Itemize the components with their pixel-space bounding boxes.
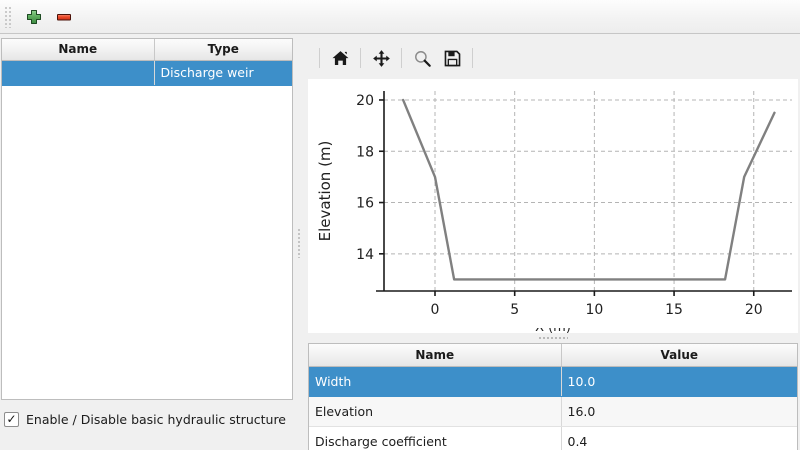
structure-name-cell[interactable]: [2, 60, 155, 86]
remove-structure-button[interactable]: [49, 3, 79, 31]
vertical-splitter[interactable]: [294, 35, 304, 450]
plot-navigation-toolbar: [306, 39, 798, 77]
move-icon: [372, 49, 390, 67]
checkmark-icon: ✓: [6, 412, 17, 426]
plot-ylabel: Elevation (m): [316, 141, 334, 242]
cross-section-chart-svg: 14 16 18 20 0 5 10 15 20 Elevation (m): [316, 91, 792, 318]
plot-pan-button[interactable]: [366, 43, 396, 73]
home-icon: [332, 50, 348, 65]
y-tick-label: 18: [356, 144, 374, 160]
add-structure-button[interactable]: [19, 3, 49, 31]
properties-col-value[interactable]: Value: [561, 344, 797, 367]
structures-table[interactable]: Name Type Discharge weir: [1, 38, 293, 400]
property-value-cell[interactable]: 10.0: [561, 366, 797, 397]
x-tick-label: 0: [431, 302, 440, 318]
toolbar-drag-handle[interactable]: [4, 5, 13, 28]
property-value-cell[interactable]: 0.4: [561, 426, 797, 450]
splitter-grip-icon: [297, 227, 301, 258]
property-name-cell[interactable]: Width: [309, 366, 562, 397]
enable-structure-label: Enable / Disable basic hydraulic structu…: [26, 411, 286, 427]
y-tick-label: 14: [356, 247, 374, 263]
main-toolbar: [0, 0, 800, 34]
zoom-magnifier-icon: [414, 50, 431, 67]
horizontal-splitter[interactable]: [308, 333, 798, 343]
splitter-grip-icon: [538, 336, 568, 340]
structures-panel: Name Type Discharge weir ✓ Enable / Disa…: [0, 35, 294, 450]
property-value-cell[interactable]: 16.0: [561, 396, 797, 427]
x-tick-label: 10: [585, 302, 603, 318]
plot-save-button[interactable]: [437, 43, 467, 73]
property-name-cell[interactable]: Elevation: [309, 396, 562, 427]
cross-section-plot[interactable]: 14 16 18 20 0 5 10 15 20 Elevation (m): [308, 79, 798, 333]
add-plus-icon: [27, 9, 41, 24]
enable-structure-checkbox[interactable]: ✓: [4, 411, 19, 427]
table-row[interactable]: Elevation 16.0: [309, 396, 797, 427]
x-tick-label: 20: [745, 302, 763, 318]
chart-series-line: [401, 98, 776, 281]
properties-col-name[interactable]: Name: [309, 344, 562, 367]
plot-home-button[interactable]: [325, 43, 355, 73]
property-name-cell[interactable]: Discharge coefficient: [309, 426, 562, 450]
plot-zoom-button[interactable]: [407, 43, 437, 73]
table-row[interactable]: Discharge weir: [2, 60, 292, 86]
structures-header-row: Name Type: [2, 39, 292, 61]
table-row[interactable]: Discharge coefficient 0.4: [309, 426, 797, 450]
table-row[interactable]: Width 10.0: [309, 366, 797, 397]
structure-type-cell[interactable]: Discharge weir: [154, 60, 292, 86]
y-tick-label: 16: [356, 196, 374, 212]
properties-header-row: Name Value: [309, 344, 797, 367]
x-tick-label: 15: [665, 302, 683, 318]
save-floppy-icon: [444, 50, 460, 66]
y-tick-label: 20: [356, 93, 374, 109]
properties-table[interactable]: Name Value Width 10.0 Elevation 16.0 Dischar…: [308, 343, 798, 450]
structures-col-name[interactable]: Name: [2, 39, 155, 61]
x-tick-label: 5: [510, 302, 519, 318]
enable-structure-checkbox-row[interactable]: ✓ Enable / Disable basic hydraulic struc…: [4, 407, 290, 431]
structures-col-type[interactable]: Type: [154, 39, 292, 61]
toolbar-separator: [360, 48, 361, 68]
remove-minus-icon: [57, 13, 71, 20]
toolbar-separator: [472, 48, 473, 68]
toolbar-separator: [319, 48, 320, 68]
toolbar-separator: [401, 48, 402, 68]
